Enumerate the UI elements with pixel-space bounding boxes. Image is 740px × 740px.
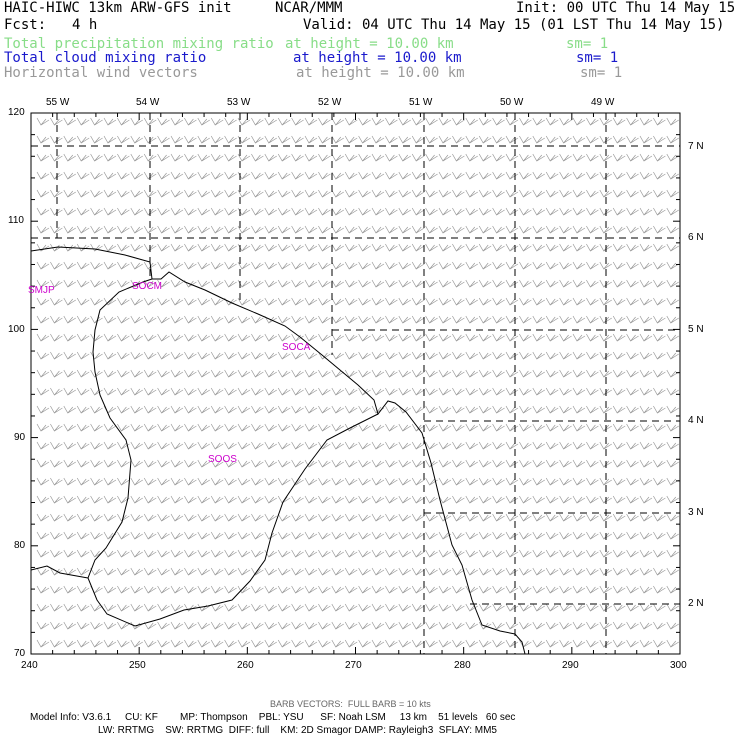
model-info-line1: Model Info: V3.6.1 CU: KF MP: Thompson P…: [30, 712, 516, 723]
forecast-hour: 4 h: [72, 17, 98, 33]
field-wind-height: at height = 10.00 km: [296, 65, 465, 81]
lon-label-51w: 51 W: [409, 97, 433, 108]
model-info-line2: LW: RRTMG SW: RRTMG DIFF: full KM: 2D Sm…: [98, 725, 497, 736]
x-tick-250: 250: [129, 660, 146, 671]
y-tick-110: 110: [8, 215, 24, 226]
lat-label-6n: 6 N: [688, 232, 704, 243]
forecast-map: SMJP SOCA SOOS SOCM: [28, 112, 681, 655]
init-time: Init: 00 UTC Thu 14 May 15: [516, 0, 736, 16]
coastline: [31, 246, 526, 654]
x-tick-300: 300: [670, 660, 687, 671]
field-wind-name: Horizontal wind vectors: [4, 65, 198, 81]
org-label: NCAR/MMM: [275, 0, 343, 16]
lat-label-4n: 4 N: [688, 415, 704, 426]
x-tick-240: 240: [21, 660, 38, 671]
field-precip-name: Total precipitation mixing ratio: [4, 36, 274, 52]
lon-label-52w: 52 W: [318, 97, 342, 108]
y-tick-80: 80: [14, 540, 26, 551]
station-soos: SOOS: [208, 454, 237, 465]
field-cloud-sm: sm= 1: [576, 50, 619, 66]
axis-ticks: [30, 112, 681, 655]
model-title: HAIC-HIWC 13km ARW-GFS init: [4, 0, 232, 16]
border-brazil-west: [31, 565, 89, 579]
wind-barb-field: [36, 117, 679, 648]
lon-label-55w: 55 W: [46, 97, 70, 108]
valid-time: Valid: 04 UTC Thu 14 May 15 (01 LST Thu …: [303, 17, 725, 33]
forecast-label: Fcst:: [4, 17, 47, 33]
station-soca: SOCA: [282, 342, 311, 353]
wind-barbs: [36, 117, 679, 648]
station-labels: SMJP SOCA SOOS SOCM: [28, 281, 311, 465]
barb-vectors-note: BARB VECTORS: FULL BARB = 10 kts: [270, 699, 431, 709]
lat-label-7n: 7 N: [688, 141, 704, 152]
field-cloud-name: Total cloud mixing ratio: [4, 50, 207, 66]
x-tick-290: 290: [562, 660, 579, 671]
border-suriname-guyana: [87, 278, 379, 627]
x-tick-270: 270: [345, 660, 362, 671]
y-tick-70: 70: [14, 648, 26, 659]
lon-label-53w: 53 W: [227, 97, 251, 108]
x-tick-260: 260: [237, 660, 254, 671]
y-tick-90: 90: [14, 432, 26, 443]
lon-label-49w: 49 W: [591, 97, 615, 108]
station-socm: SOCM: [132, 281, 162, 292]
y-tick-100: 100: [8, 324, 25, 335]
lat-label-2n: 2 N: [688, 598, 704, 609]
lon-label-50w: 50 W: [500, 97, 524, 108]
x-tick-280: 280: [454, 660, 471, 671]
lat-label-5n: 5 N: [688, 324, 704, 335]
field-precip-height: at height = 10.00 km: [285, 36, 454, 52]
field-wind-sm: sm= 1: [580, 65, 623, 81]
station-smjp: SMJP: [28, 285, 55, 296]
y-tick-120: 120: [8, 107, 25, 118]
field-precip-sm: sm= 1: [566, 36, 609, 52]
field-cloud-height: at height = 10.00 km: [293, 50, 462, 66]
lat-lon-grid: [31, 113, 680, 654]
lat-label-3n: 3 N: [688, 507, 704, 518]
lon-label-54w: 54 W: [136, 97, 160, 108]
coastline-north: [31, 246, 526, 654]
